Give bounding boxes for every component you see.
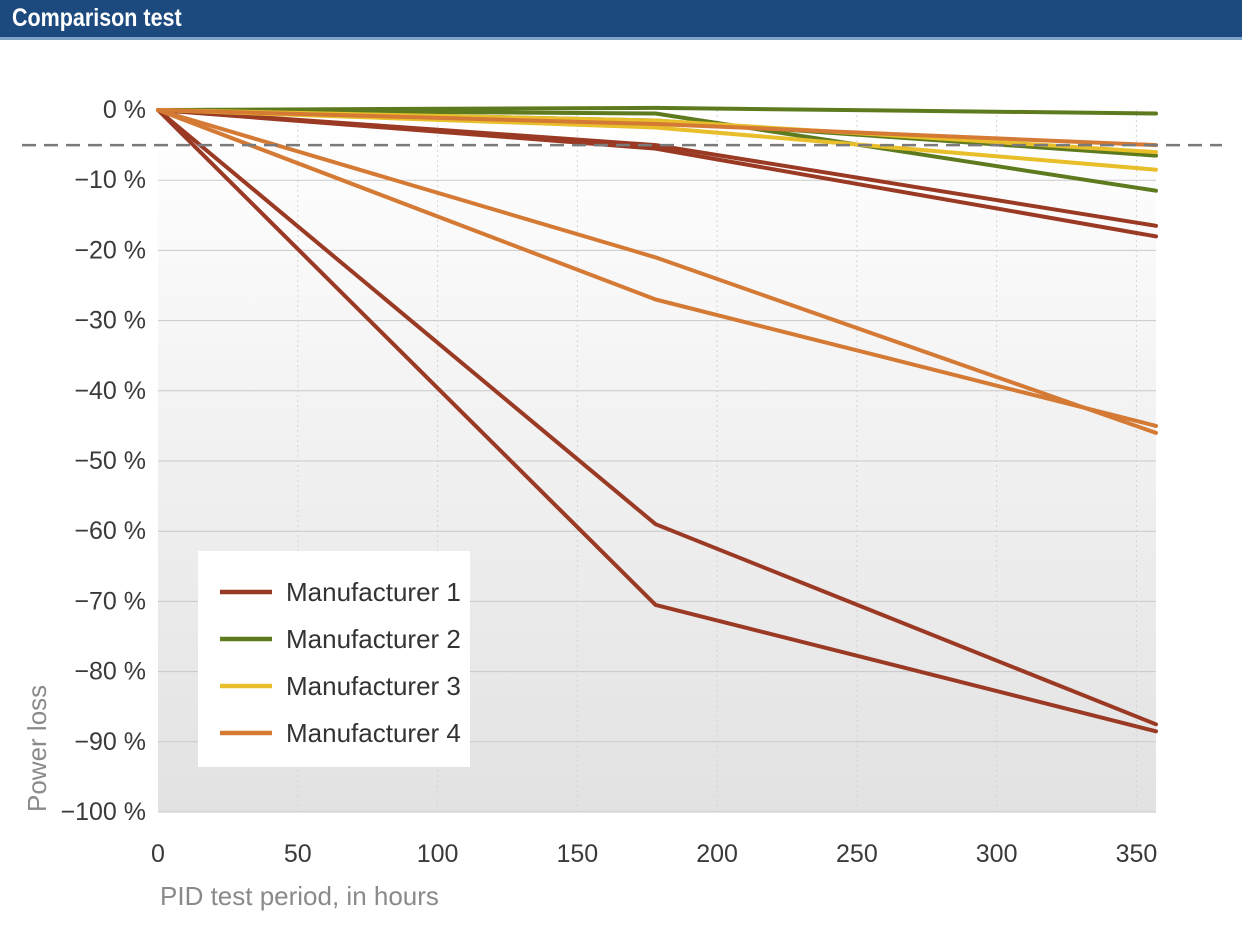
- axis-ticks: 0 % −10 % −20 % −30 % −40 % −50 % −60 % −70 % −8…: [61, 96, 1158, 868]
- series-line: [156, 108, 1158, 435]
- y-tick-label: −80 %: [74, 658, 146, 686]
- y-tick-label: −40 %: [74, 377, 146, 405]
- y-axis-label: Power loss: [22, 685, 52, 812]
- y-tick-label: −10 %: [74, 166, 146, 194]
- series-line: [156, 108, 1158, 727]
- y-tick-label: −60 %: [74, 517, 146, 545]
- legend-label: Manufacturer 2: [286, 624, 461, 654]
- y-tick-label: −30 %: [74, 307, 146, 335]
- series-line: [156, 108, 1158, 734]
- series-line: [156, 108, 1158, 148]
- x-tick-label: 0: [151, 840, 165, 868]
- x-tick-label: 200: [696, 840, 738, 868]
- legend-label: Manufacturer 4: [286, 718, 461, 748]
- legend-label: Manufacturer 3: [286, 671, 461, 701]
- y-tick-label: −70 %: [74, 587, 146, 615]
- x-tick-label: 150: [556, 840, 598, 868]
- chart-header: Comparison test: [0, 0, 1242, 40]
- x-tick-label: 50: [284, 840, 312, 868]
- x-axis-label: PID test period, in hours: [160, 881, 439, 911]
- x-tick-label: 100: [417, 840, 459, 868]
- legend-label: Manufacturer 1: [286, 577, 461, 607]
- series-line: [156, 108, 1158, 239]
- legend: Manufacturer 1 Manufacturer 2 Manufacturer…: [198, 551, 470, 767]
- y-tick-label: −20 %: [74, 236, 146, 264]
- y-tick-label: −90 %: [74, 728, 146, 756]
- x-tick-label: 250: [836, 840, 878, 868]
- series-line: [156, 108, 1158, 428]
- chart-title: Comparison test: [12, 4, 182, 32]
- series-lines: [156, 105, 1158, 734]
- series-line: [156, 108, 1158, 193]
- x-tick-label: 350: [1116, 840, 1158, 868]
- y-tick-label: −100 %: [61, 798, 147, 826]
- y-tick-label: 0 %: [103, 96, 146, 124]
- x-tick-label: 300: [976, 840, 1018, 868]
- y-tick-label: −50 %: [74, 447, 146, 475]
